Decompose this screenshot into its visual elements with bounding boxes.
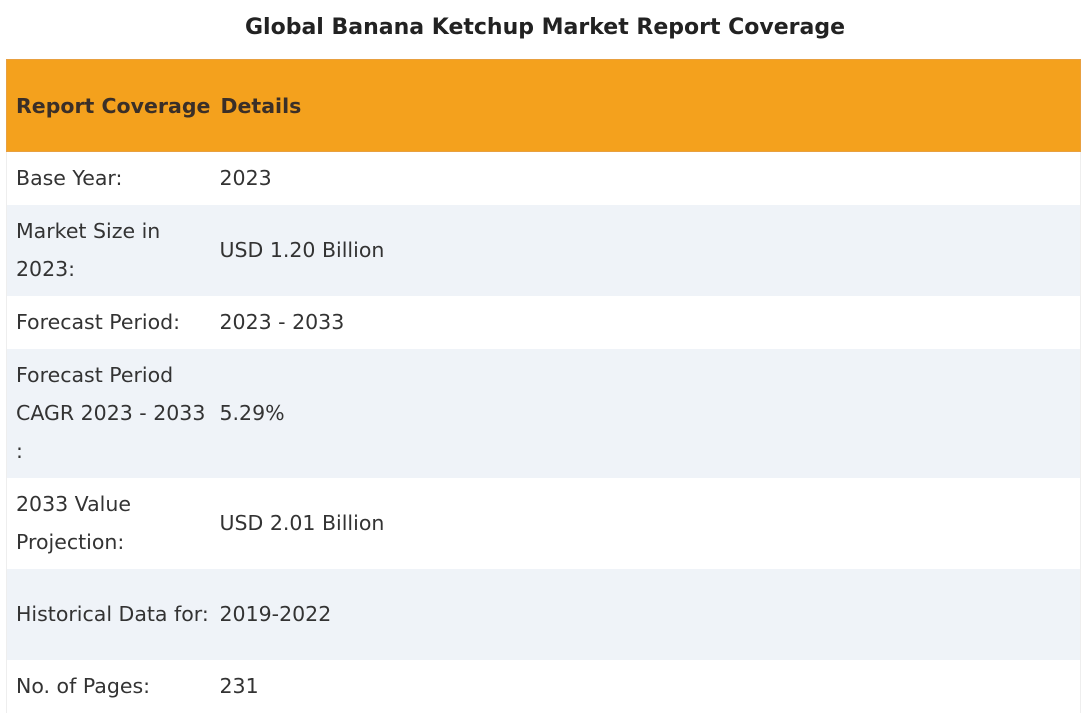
row-value: USD 2.01 Billion [219,511,385,535]
table-row: No. of Pages: 231 [6,659,1081,713]
row-value: 231 [219,674,259,698]
row-value: USD 1.20 Billion [219,238,385,262]
row-label: Forecast Period: [16,310,181,334]
row-label: 2033 Value Projection: [16,492,131,554]
table-row: Base Year: 2023 [6,151,1081,205]
row-value: 2023 [219,166,272,191]
row-value: 5.29% [219,401,285,425]
page-title: Global Banana Ketchup Market Report Cove… [244,15,846,40]
row-label: No. of Pages: [16,674,151,698]
table-row: Forecast Period CAGR 2023 - 2033 : 5.29% [6,348,1081,478]
row-value: 2023 - 2033 [219,310,345,334]
row-value: 2019-2022 [219,602,332,626]
header-report-coverage: Report Coverage [6,59,212,152]
table-row: Historical Data for: 2019-2022 [6,568,1081,660]
row-label: Base Year: [16,166,123,191]
table-row: Forecast Period: 2023 - 2033 [6,295,1081,349]
table-row: 2033 Value Projection: USD 2.01 Billion [6,477,1081,569]
row-label: Forecast Period CAGR 2023 - 2033 : [16,363,206,463]
header-details: Details [211,59,1081,152]
report-coverage-table: Report Coverage Details Base Year: 2023 … [6,59,1081,713]
row-label: Market Size in 2023: [16,219,161,281]
table-header-row: Report Coverage Details [6,59,1081,152]
row-label: Historical Data for: [16,602,209,626]
table-row: Market Size in 2023: USD 1.20 Billion [6,204,1081,296]
